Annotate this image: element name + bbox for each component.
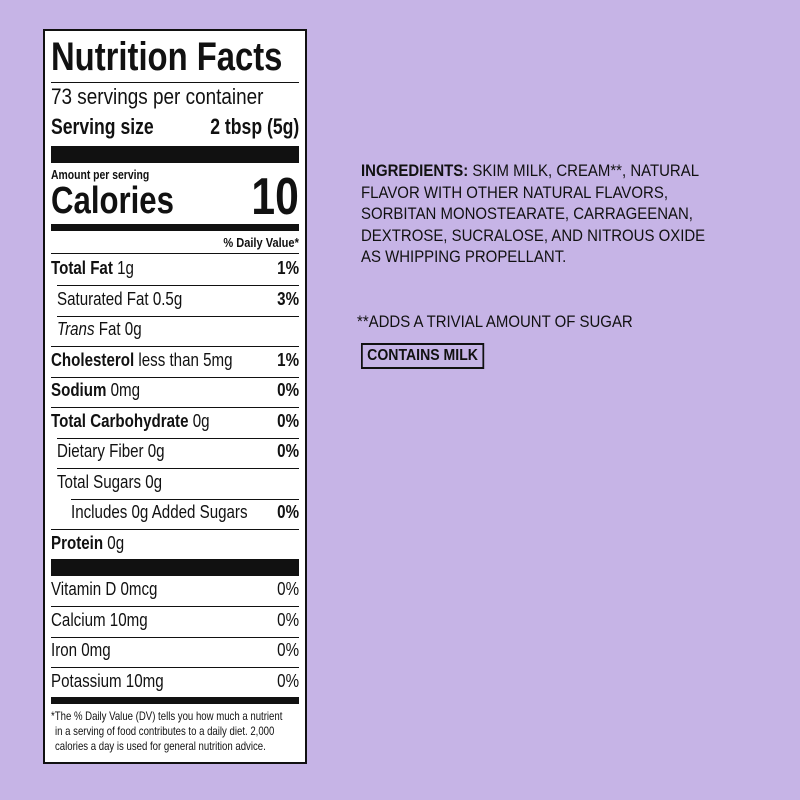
footnote-line: calories a day is used for general nutri… [55,739,266,753]
nutrient-amount: 1g [112,258,134,278]
vitamin-daily-value: 0% [277,670,299,691]
footnote-line: *The % Daily Value (DV) tells you how mu… [51,709,283,723]
nutrition-title: Nutrition Facts [51,35,283,79]
row-divider [51,376,299,378]
nutrient-name: Cholesterol [51,349,135,370]
vitamin-daily-value: 0% [277,609,299,630]
nutrient-amount: Includes 0g Added Sugars [71,502,248,522]
row-divider [57,437,299,439]
nutrition-facts-label: Nutrition Facts 73 servings per containe… [43,29,307,764]
nutrient-name: Total Carbohydrate [51,410,189,431]
nutrient-amount: Total Sugars 0g [57,471,163,492]
nutrient-row: Includes 0g Added Sugars [71,502,248,523]
allergen-box: CONTAINS MILK [361,343,485,369]
nutrient-name: Protein [51,532,104,553]
row-divider [51,407,299,408]
vitamin-row: Vitamin D 0mcg [51,579,158,599]
nutrient-amount: less than 5mg [134,349,233,370]
row-divider [57,315,299,317]
row-divider [51,606,299,607]
vitamin-row: Calcium 10mg [51,609,148,630]
nutrient-daily-value: 1% [277,258,299,278]
nutrient-daily-value: 0% [277,410,299,431]
nutrient-name: Total Fat [51,258,113,278]
calories-label: Calories [51,180,174,222]
row-divider [57,285,299,286]
ingredients-list: SKIM MILK, CREAM**, NATURAL FLAVOR WITH … [361,161,706,266]
nutrient-name-italic: Trans [57,319,95,339]
nutrient-amount: 0g [188,410,210,431]
nutrient-row: Total Sugars 0g [57,472,162,493]
serving-size-value: 2 tbsp (5g) [210,114,299,139]
nutrient-row: Total Carbohydrate 0g [51,411,210,432]
nutrient-row: Sodium 0mg [51,380,140,401]
nutrient-name: Sodium [51,380,107,400]
daily-value-header: % Daily Value* [223,235,299,250]
nutrient-row: Total Fat 1g [51,258,134,279]
servings-per-container: 73 servings per container [51,84,264,109]
nutrient-daily-value: 0% [277,502,299,522]
nutrient-daily-value: 0% [277,380,299,400]
nutrient-amount: Fat 0g [94,319,142,339]
vitamin-row: Iron 0mg [51,640,111,660]
nutrient-row: Saturated Fat 0.5g [57,289,182,310]
row-divider [51,667,299,668]
row-divider [71,498,299,500]
nutrient-amount: Dietary Fiber 0g [57,441,165,461]
ingredients-text: INGREDIENTS: SKIM MILK, CREAM**, NATURAL… [361,160,713,268]
calories-value: 10 [251,168,299,226]
nutrient-amount: Saturated Fat 0.5g [57,288,183,309]
amount-per-serving: Amount per serving [51,167,150,182]
serving-size-label: Serving size [51,114,154,139]
footnote-line: in a serving of food contributes to a da… [55,724,275,738]
nutrient-row: Dietary Fiber 0g [57,441,165,462]
nutrient-row: Trans Fat 0g [57,319,142,340]
row-divider [51,529,299,530]
vitamin-row: Potassium 10mg [51,670,164,691]
row-divider [51,636,299,638]
nutrient-row: Protein 0g [51,533,124,554]
nutrient-amount: 0mg [106,380,141,400]
vitamin-daily-value: 0% [277,579,299,599]
row-divider [57,468,299,469]
row-divider [51,346,299,347]
sugar-note: **ADDS A TRIVIAL AMOUNT OF SUGAR [357,312,633,331]
ingredients-label: INGREDIENTS: [361,161,469,180]
nutrient-daily-value: 1% [277,349,299,370]
vitamin-daily-value: 0% [277,640,299,660]
nutrient-daily-value: 3% [277,288,299,309]
nutrient-row: Cholesterol less than 5mg [51,350,233,371]
nutrient-amount: 0g [103,532,125,553]
nutrient-daily-value: 0% [277,441,299,461]
